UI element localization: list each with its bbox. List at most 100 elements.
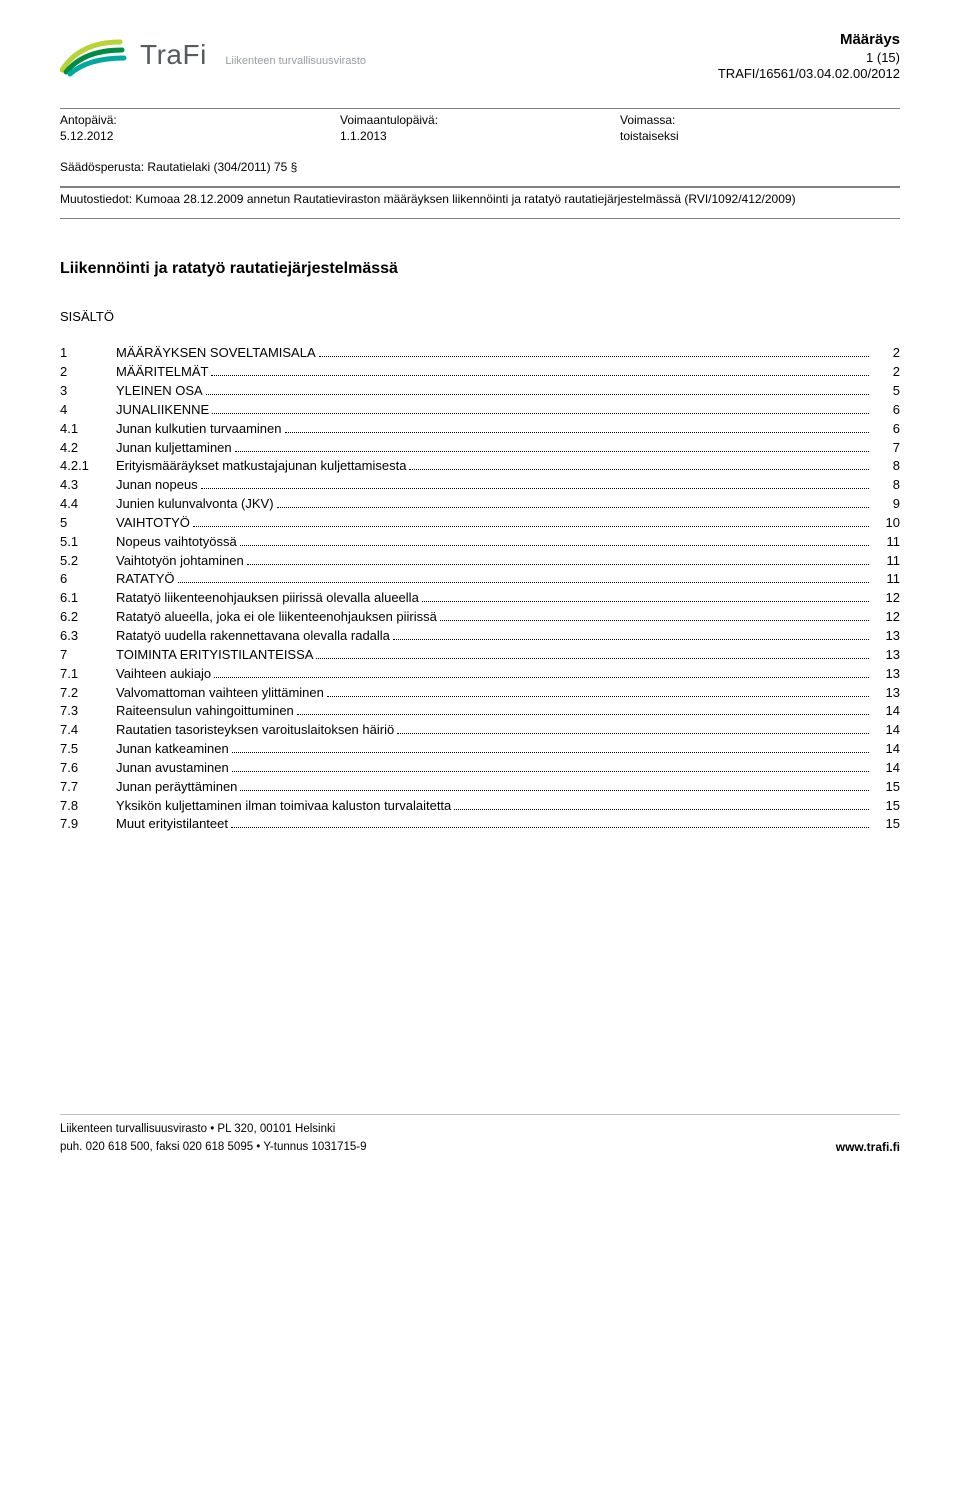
toc-number: 4	[60, 401, 116, 420]
meta-validity: Voimassa: toistaiseksi	[620, 113, 900, 144]
toc-row: 4.4Junien kulunvalvonta (JKV)9	[60, 495, 900, 514]
toc-label: Erityismääräykset matkustajajunan kuljet…	[116, 457, 406, 476]
toc-label-wrap: Vaihteen aukiajo	[116, 665, 872, 684]
toc-page: 14	[872, 721, 900, 740]
toc-number: 7	[60, 646, 116, 665]
toc-number: 2	[60, 363, 116, 382]
toc-number: 1	[60, 344, 116, 363]
toc-number: 4.3	[60, 476, 116, 495]
page-count: 1 (15)	[718, 50, 900, 67]
doc-type: Määräys	[718, 30, 900, 50]
toc-page: 2	[872, 363, 900, 382]
logo-text: TraFi Liikenteen turvallisuusvirasto	[140, 37, 366, 73]
trafi-wave-icon	[60, 30, 130, 80]
toc-label-wrap: TOIMINTA ERITYISTILANTEISSA	[116, 646, 872, 665]
toc-label: Nopeus vaihtotyössä	[116, 533, 237, 552]
toc-number: 4.1	[60, 420, 116, 439]
toc-page: 5	[872, 382, 900, 401]
toc-label: Junan avustaminen	[116, 759, 229, 778]
logo-subtitle: Liikenteen turvallisuusvirasto	[225, 55, 366, 67]
toc-number: 5.2	[60, 552, 116, 571]
toc-page: 12	[872, 589, 900, 608]
toc-label-wrap: Junien kulunvalvonta (JKV)	[116, 495, 872, 514]
toc-page: 8	[872, 476, 900, 495]
toc-row: 5.1Nopeus vaihtotyössä11	[60, 533, 900, 552]
toc-label-wrap: Junan kuljettaminen	[116, 439, 872, 458]
toc-label: Raiteensulun vahingoittuminen	[116, 702, 294, 721]
toc-label: RATATYÖ	[116, 570, 175, 589]
toc-row: 5VAIHTOTYÖ10	[60, 514, 900, 533]
toc-label: Muut erityistilanteet	[116, 815, 228, 834]
toc-row: 6.1Ratatyö liikenteenohjauksen piirissä …	[60, 589, 900, 608]
toc-row: 4.2Junan kuljettaminen7	[60, 439, 900, 458]
toc-label: Junan nopeus	[116, 476, 198, 495]
toc-row: 4.3Junan nopeus 8	[60, 476, 900, 495]
toc-number: 7.1	[60, 665, 116, 684]
toc-label: Junan kuljettaminen	[116, 439, 232, 458]
toc-row: 4.2.1Erityismääräykset matkustajajunan k…	[60, 457, 900, 476]
toc-number: 3	[60, 382, 116, 401]
toc-label: TOIMINTA ERITYISTILANTEISSA	[116, 646, 313, 665]
toc-label: Junan katkeaminen	[116, 740, 229, 759]
toc-number: 6	[60, 570, 116, 589]
meta-label: Säädösperusta:	[60, 160, 144, 174]
toc-row: 6.2Ratatyö alueella, joka ei ole liikent…	[60, 608, 900, 627]
meta-value: toistaiseksi	[620, 129, 900, 145]
toc-page: 10	[872, 514, 900, 533]
toc-leader-dots	[211, 375, 869, 376]
meta-issue-date: Antopäivä: 5.12.2012	[60, 113, 340, 144]
toc-label: VAIHTOTYÖ	[116, 514, 190, 533]
toc-row: 7.8Yksikön kuljettaminen ilman toimivaa …	[60, 797, 900, 816]
toc-number: 6.3	[60, 627, 116, 646]
page-footer: Liikenteen turvallisuusvirasto • PL 320,…	[60, 1114, 900, 1156]
toc-label-wrap: Junan avustaminen	[116, 759, 872, 778]
logo-block: TraFi Liikenteen turvallisuusvirasto	[60, 30, 366, 80]
toc-leader-dots	[231, 827, 869, 828]
toc-row: 7.4Rautatien tasoristeyksen varoituslait…	[60, 721, 900, 740]
toc-label-wrap: MÄÄRITELMÄT	[116, 363, 872, 382]
toc-row: 7TOIMINTA ERITYISTILANTEISSA 13	[60, 646, 900, 665]
toc-leader-dots	[285, 432, 870, 433]
footer-line1: Liikenteen turvallisuusvirasto • PL 320,…	[60, 1121, 366, 1138]
toc-page: 12	[872, 608, 900, 627]
toc-page: 15	[872, 815, 900, 834]
toc-page: 11	[872, 552, 900, 571]
toc-label-wrap: Nopeus vaihtotyössä	[116, 533, 872, 552]
meta-label: Voimassa:	[620, 113, 900, 129]
toc-page: 15	[872, 797, 900, 816]
toc-row: 4.1Junan kulkutien turvaaminen6	[60, 420, 900, 439]
toc-label: Ratatyö alueella, joka ei ole liikenteen…	[116, 608, 437, 627]
toc-row: 4JUNALIIKENNE 6	[60, 401, 900, 420]
toc-row: 6.3Ratatyö uudella rakennettavana oleval…	[60, 627, 900, 646]
toc-label-wrap: Junan nopeus	[116, 476, 872, 495]
toc-heading: SISÄLTÖ	[60, 309, 900, 326]
toc-page: 6	[872, 401, 900, 420]
meta-changes: Muutostiedot: Kumoaa 28.12.2009 annetun …	[60, 187, 900, 219]
meta-basis: Säädösperusta: Rautatielaki (304/2011) 7…	[60, 156, 900, 187]
toc-row: 7.5Junan katkeaminen14	[60, 740, 900, 759]
toc-label: JUNALIIKENNE	[116, 401, 209, 420]
footer-line2: puh. 020 618 500, faksi 020 618 5095 • Y…	[60, 1139, 366, 1156]
toc-label-wrap: Junan katkeaminen	[116, 740, 872, 759]
toc-page: 9	[872, 495, 900, 514]
toc-page: 14	[872, 759, 900, 778]
toc-leader-dots	[277, 507, 869, 508]
meta-value: Kumoaa 28.12.2009 annetun Rautatievirast…	[135, 192, 795, 206]
meta-value: 5.12.2012	[60, 129, 340, 145]
toc-leader-dots	[214, 677, 869, 678]
toc-label: Vaihteen aukiajo	[116, 665, 211, 684]
toc-label: Junan kulkutien turvaaminen	[116, 420, 282, 439]
toc-page: 11	[872, 570, 900, 589]
toc-label-wrap: Vaihtotyön johtaminen	[116, 552, 872, 571]
toc-leader-dots	[201, 488, 869, 489]
toc-number: 6.1	[60, 589, 116, 608]
toc-number: 7.8	[60, 797, 116, 816]
toc-label: Rautatien tasoristeyksen varoituslaitoks…	[116, 721, 394, 740]
toc-page: 14	[872, 740, 900, 759]
toc-label-wrap: Junan peräyttäminen	[116, 778, 872, 797]
toc-label: Ratatyö liikenteenohjauksen piirissä ole…	[116, 589, 419, 608]
toc-row: 1MÄÄRÄYKSEN SOVELTAMISALA2	[60, 344, 900, 363]
toc-leader-dots	[232, 752, 869, 753]
toc-page: 13	[872, 646, 900, 665]
toc-leader-dots	[178, 582, 870, 583]
